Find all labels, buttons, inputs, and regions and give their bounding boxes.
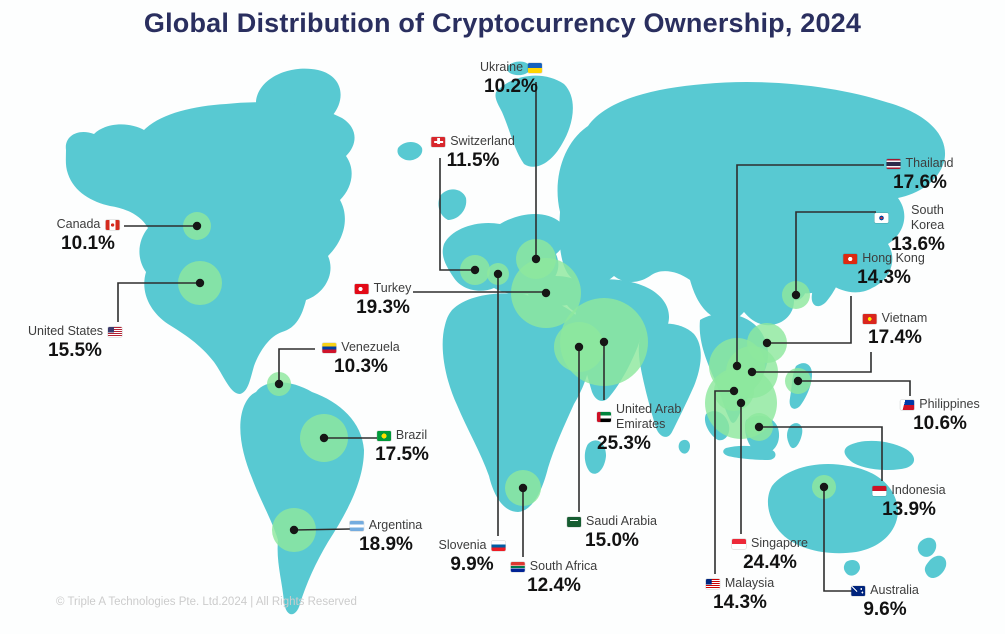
connector-philippines xyxy=(798,380,911,396)
map-north-america xyxy=(65,102,355,394)
map-sri-lanka xyxy=(678,439,690,454)
location-dot-brazil xyxy=(319,433,329,443)
location-dot-australia xyxy=(819,482,829,492)
map-svalbard xyxy=(507,61,561,93)
connector-australia xyxy=(823,487,853,592)
connector-indonesia xyxy=(759,426,883,481)
page-title: Global Distribution of Cryptocurrency Ow… xyxy=(143,8,862,38)
location-dot-singapore xyxy=(736,398,746,408)
location-dot-canada xyxy=(192,221,202,231)
connector-malaysia xyxy=(714,390,734,574)
map-japan xyxy=(811,248,843,307)
location-dot-turkey xyxy=(541,288,551,298)
map-madagascar xyxy=(584,440,606,474)
location-dot-hong-kong xyxy=(762,338,772,348)
location-dot-venezuela xyxy=(274,379,284,389)
location-dot-thailand xyxy=(732,361,742,371)
location-dot-united-states xyxy=(195,278,205,288)
map-australia xyxy=(767,464,898,554)
location-dot-philippines xyxy=(793,376,803,386)
location-dot-saudi-arabia xyxy=(574,342,584,352)
location-dot-malaysia xyxy=(729,386,739,396)
location-dot-ukraine xyxy=(531,254,541,264)
map-sulawesi xyxy=(787,423,803,449)
location-dot-south-korea xyxy=(791,290,801,300)
map-iceland xyxy=(397,142,423,161)
location-dot-vietnam xyxy=(747,367,757,377)
location-dot-argentina xyxy=(289,525,299,535)
location-dot-switzerland xyxy=(470,265,480,275)
location-dot-slovenia xyxy=(493,269,503,279)
location-dot-united-arab-emirates xyxy=(599,337,609,347)
connector-vietnam xyxy=(752,352,872,373)
location-dot-south-africa xyxy=(518,483,528,493)
map-asia xyxy=(557,82,946,326)
map-scandinavia xyxy=(495,75,573,167)
connector-thailand xyxy=(736,164,884,366)
continents-group xyxy=(65,61,947,615)
location-dots-group xyxy=(192,221,829,535)
connector-lines-group xyxy=(117,82,911,592)
map-africa xyxy=(442,293,592,512)
copyright-footer: © Triple A Technologies Pte. Ltd.2024 | … xyxy=(56,596,357,608)
map-south-america xyxy=(240,382,364,615)
map-new-zealand xyxy=(917,537,947,579)
connector-hong-kong xyxy=(767,296,852,344)
connector-argentina xyxy=(293,528,351,531)
connector-united-states xyxy=(117,282,200,322)
map-new-guinea xyxy=(844,440,915,470)
connector-south-korea xyxy=(795,211,876,295)
connector-venezuela xyxy=(278,348,315,384)
map-united-kingdom xyxy=(438,189,467,220)
location-dot-indonesia xyxy=(754,422,764,432)
map-india xyxy=(638,323,701,437)
connector-switzerland xyxy=(439,158,475,271)
map-tasmania xyxy=(843,560,860,576)
